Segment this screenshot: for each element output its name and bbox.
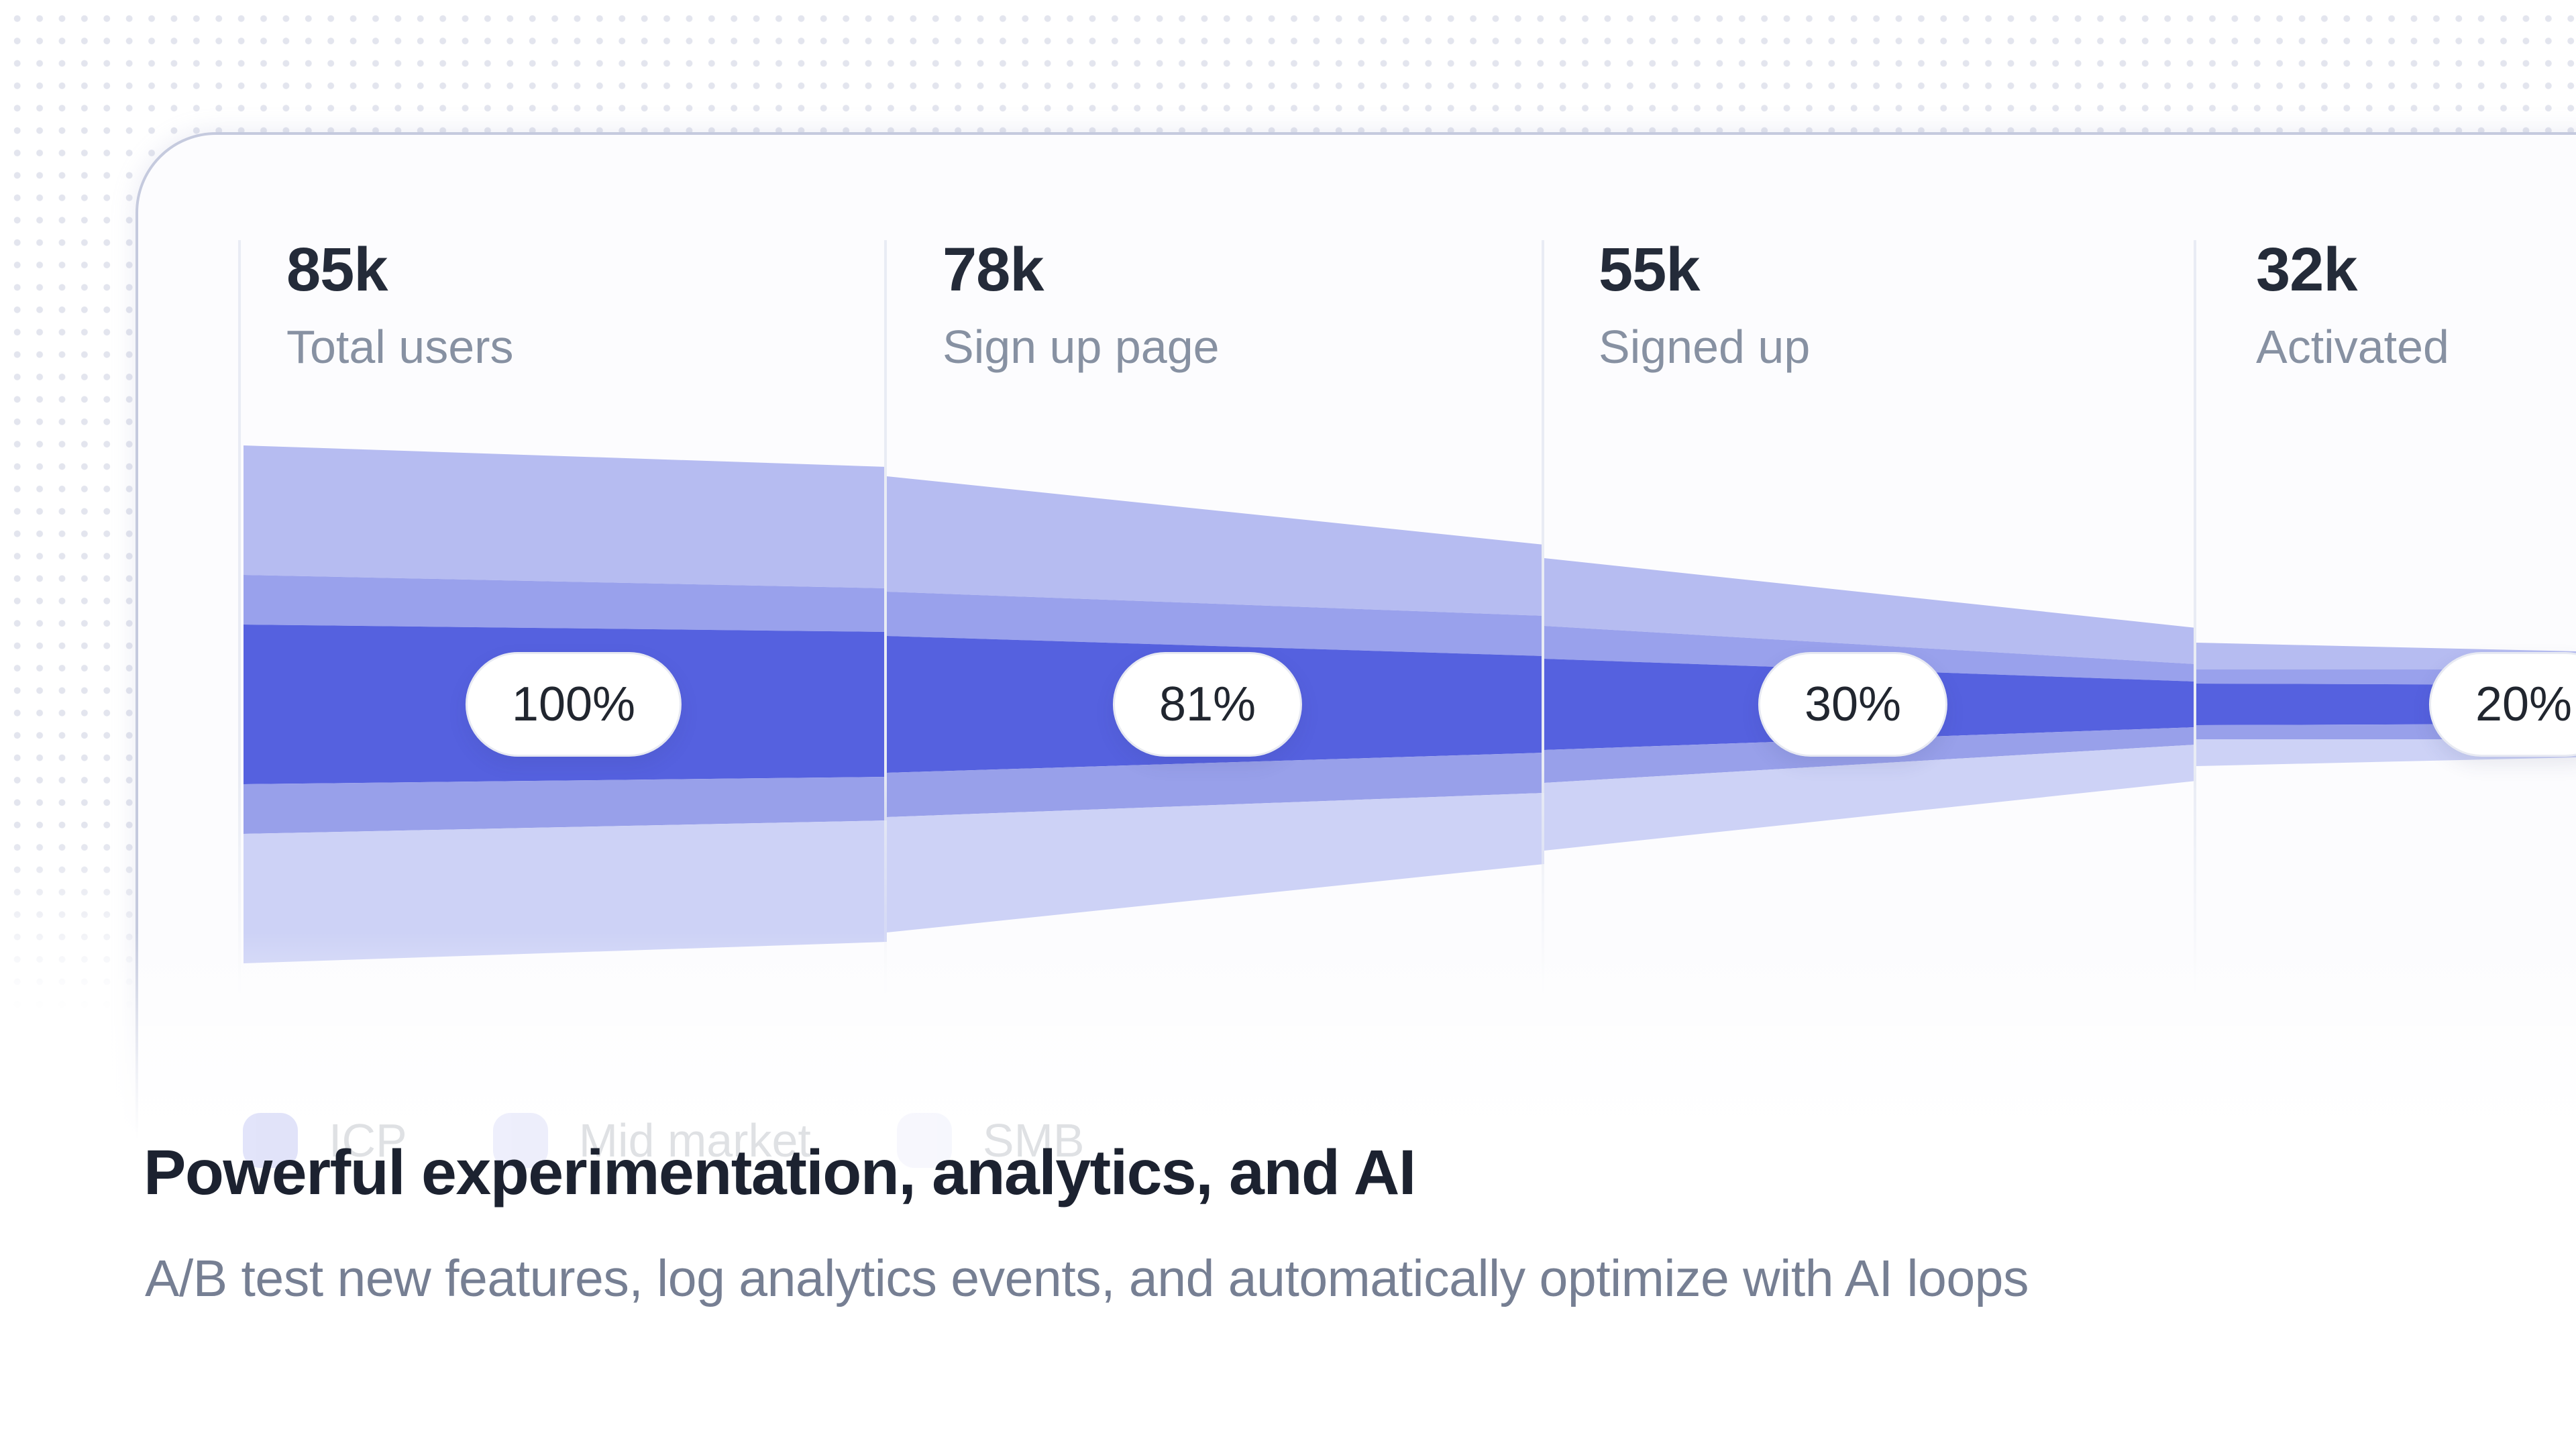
chart-legend: ICP Mid market SMB [243, 1113, 1085, 1168]
legend-swatch-mid-market-icon [492, 1113, 548, 1168]
stage-label: Signed up [1599, 321, 1811, 374]
section-title: Powerful experimentation, analytics, and… [144, 1137, 1416, 1208]
stage-value: 32k [2256, 235, 2357, 304]
section-subtitle: A/B test new features, log analytics eve… [145, 1250, 2029, 1307]
stage-value: 78k [943, 235, 1044, 304]
stage-label: Sign up page [943, 321, 1220, 374]
stage-header-signed-up: 55k Signed up [1599, 235, 1811, 374]
legend-item-mid-market: Mid market [492, 1113, 811, 1168]
stage-value: 55k [1599, 235, 1701, 304]
stage-label: Activated [2256, 321, 2449, 374]
legend-swatch-icp-icon [243, 1113, 298, 1168]
stage-header-sign-up-page: 78k Sign up page [943, 235, 1220, 374]
legend-label: SMB [982, 1114, 1085, 1167]
stage-divider-line [2194, 240, 2196, 997]
stage-header-total-users: 85k Total users [286, 235, 514, 374]
stage-header-activated: 32k Activated [2256, 235, 2449, 374]
stage-value: 85k [286, 235, 388, 304]
conversion-badge-81: 81% [1112, 652, 1303, 757]
conversion-badge-100: 100% [465, 652, 682, 757]
stage-divider-line [1542, 240, 1544, 997]
legend-item-icp: ICP [243, 1113, 407, 1168]
conversion-badge-20: 20% [2428, 652, 2576, 757]
conversion-badge-30: 30% [1758, 652, 1948, 757]
legend-swatch-smb-icon [896, 1113, 952, 1168]
legend-item-smb: SMB [896, 1113, 1085, 1168]
legend-label: Mid market [578, 1114, 811, 1167]
stage-label: Total users [286, 321, 514, 374]
stage-divider-line [884, 240, 887, 997]
stage-divider-line [238, 240, 241, 997]
legend-label: ICP [329, 1114, 407, 1167]
